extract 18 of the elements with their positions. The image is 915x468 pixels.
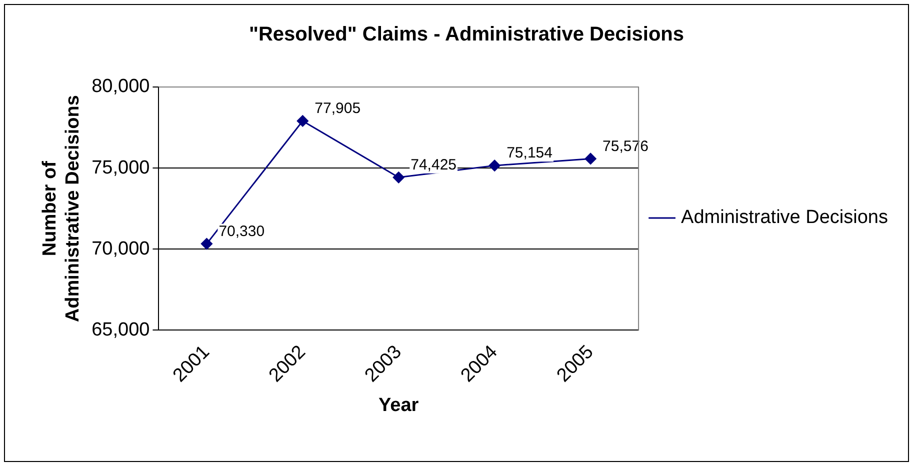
- x-axis-title: Year: [378, 394, 420, 416]
- data-label: 77,905: [314, 100, 361, 118]
- chart-title: "Resolved" Claims - Administrative Decisions: [248, 24, 684, 46]
- point: [488, 160, 500, 172]
- y-axis-title: Number of Administrative Decisions: [40, 95, 84, 322]
- data-label: 75,154: [506, 144, 552, 162]
- point: [200, 238, 212, 250]
- point: [392, 172, 404, 184]
- data-label: 75,576: [602, 138, 648, 155]
- y-tick-label: 65,000: [92, 319, 150, 340]
- point: [296, 115, 308, 127]
- point: [584, 152, 596, 164]
- data-label: 70,330: [218, 222, 265, 240]
- data-label: 74,425: [410, 156, 457, 174]
- y-tick-label: 80,000: [92, 76, 150, 98]
- y-tick-label: 70,000: [92, 238, 150, 260]
- legend-label: Administrative Decisions: [681, 207, 888, 228]
- y-tick-label: 75,000: [92, 157, 150, 178]
